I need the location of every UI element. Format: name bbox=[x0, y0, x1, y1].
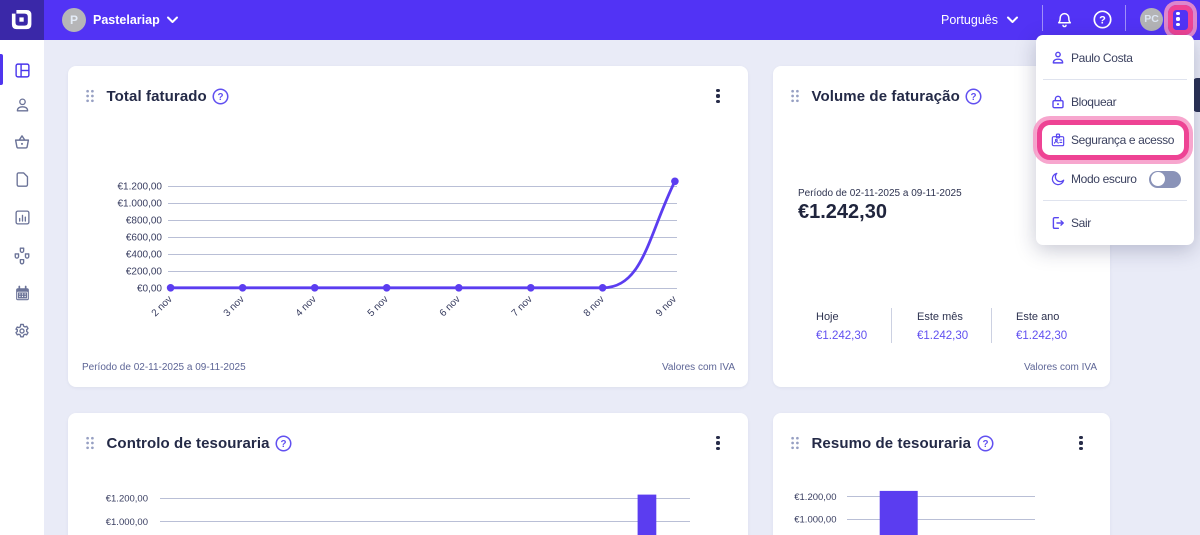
svg-text:8 nov: 8 nov bbox=[582, 294, 607, 319]
svg-text:9 nov: 9 nov bbox=[654, 294, 679, 319]
svg-text:5 nov: 5 nov bbox=[366, 294, 391, 319]
svg-text:?: ? bbox=[982, 438, 988, 449]
svg-text:€0,00: €0,00 bbox=[137, 284, 162, 295]
svg-text:?: ? bbox=[218, 91, 224, 102]
svg-text:€400,00: €400,00 bbox=[126, 250, 163, 261]
svg-text:€600,00: €600,00 bbox=[126, 233, 163, 244]
svg-text:?: ? bbox=[971, 91, 977, 102]
svg-text:€1.200,00: €1.200,00 bbox=[794, 492, 836, 503]
svg-text:?: ? bbox=[1099, 14, 1106, 26]
svg-text:€1.000,00: €1.000,00 bbox=[118, 199, 163, 210]
svg-text:€1.000,00: €1.000,00 bbox=[794, 515, 836, 526]
svg-text:€800,00: €800,00 bbox=[126, 216, 163, 227]
svg-text:4 nov: 4 nov bbox=[294, 294, 319, 319]
svg-text:€1.200,00: €1.200,00 bbox=[118, 182, 163, 193]
svg-text:2 nov: 2 nov bbox=[150, 294, 175, 319]
svg-text:€200,00: €200,00 bbox=[126, 267, 163, 278]
svg-text:6 nov: 6 nov bbox=[438, 294, 463, 319]
svg-text:7 nov: 7 nov bbox=[510, 294, 535, 319]
svg-text:€1.000,00: €1.000,00 bbox=[106, 517, 148, 528]
svg-text:3 nov: 3 nov bbox=[222, 294, 247, 319]
svg-text:€1.200,00: €1.200,00 bbox=[106, 494, 148, 505]
svg-text:?: ? bbox=[281, 438, 287, 449]
